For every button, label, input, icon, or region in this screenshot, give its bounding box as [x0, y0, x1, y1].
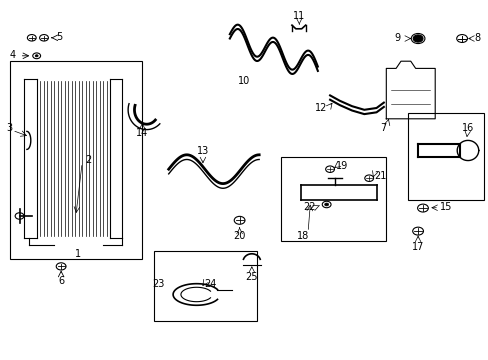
- Text: 3: 3: [7, 123, 13, 133]
- Circle shape: [412, 35, 422, 42]
- Text: 13: 13: [196, 146, 209, 156]
- Bar: [154, 251, 256, 321]
- Text: 22: 22: [302, 202, 315, 212]
- Circle shape: [35, 55, 38, 57]
- Text: 6: 6: [58, 276, 64, 287]
- Bar: [10, 61, 142, 259]
- Text: 20: 20: [233, 231, 245, 241]
- Text: 25: 25: [245, 272, 258, 282]
- Text: 17: 17: [411, 242, 424, 252]
- Text: 18: 18: [296, 231, 309, 241]
- Text: 9: 9: [394, 33, 400, 43]
- Text: 16: 16: [461, 123, 474, 133]
- Text: 23: 23: [151, 279, 164, 289]
- Text: 15: 15: [439, 202, 451, 212]
- Bar: [281, 157, 386, 241]
- Text: 5: 5: [56, 32, 62, 42]
- Text: 19: 19: [336, 161, 348, 171]
- Circle shape: [324, 203, 328, 206]
- Text: 8: 8: [473, 33, 480, 43]
- Text: 11: 11: [292, 10, 305, 21]
- Text: 1: 1: [75, 249, 81, 259]
- Text: 7: 7: [379, 123, 386, 134]
- Text: 14: 14: [135, 128, 148, 138]
- Text: 24: 24: [204, 279, 216, 289]
- Text: 12: 12: [315, 103, 327, 113]
- Text: 10: 10: [238, 76, 250, 86]
- Bar: [407, 113, 483, 200]
- Text: 4: 4: [10, 50, 16, 60]
- Text: 21: 21: [373, 171, 386, 181]
- Text: 2: 2: [85, 155, 92, 165]
